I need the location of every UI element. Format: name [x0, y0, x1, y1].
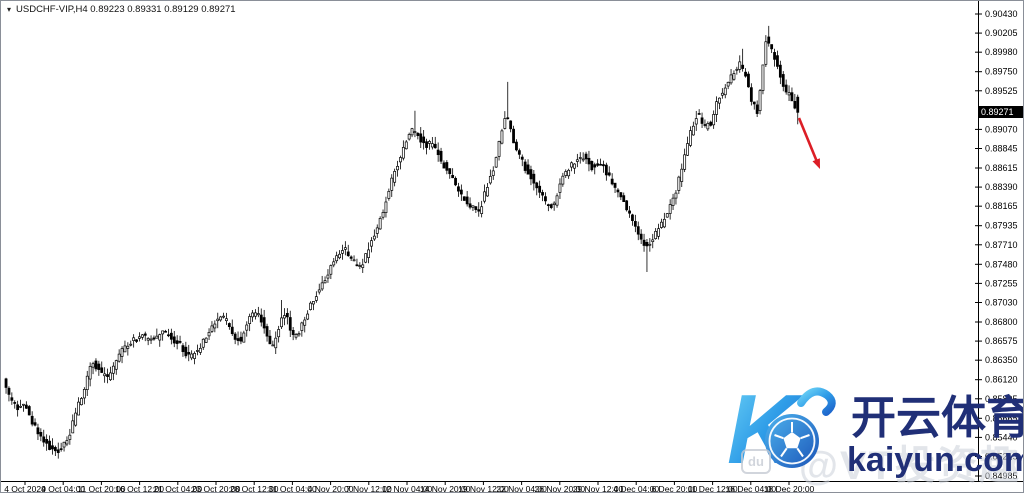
time-tick-label: 7 Nov 12:00 [346, 484, 392, 493]
current-price-value: 0.89271 [981, 107, 1014, 118]
chart-title: ▾ USDCHF-VIP,H4 0.89223 0.89331 0.89129 … [7, 4, 236, 15]
time-tick-label: 22 Nov 04:00 [496, 484, 547, 493]
price-tick-label: 0.89980 [985, 47, 1018, 57]
time-tick-label: 4 Nov 20:00 [308, 484, 354, 493]
price-tick-label: 0.85215 [985, 451, 1018, 461]
price-tick-label: 0.86800 [985, 317, 1018, 327]
time-tick-label: 4 Dec 04:00 [613, 484, 659, 493]
candles [4, 25, 800, 459]
price-tick-label: 0.87480 [985, 259, 1018, 269]
time-tick-label: 18 Dec 20:00 [764, 484, 815, 493]
price-tick-label: 0.89070 [985, 124, 1018, 134]
price-tick-label: 0.86350 [985, 355, 1018, 365]
time-tick-label: 23 Oct 20:00 [192, 484, 241, 493]
price-tick-label: 0.86120 [985, 375, 1018, 385]
time-tick-label: 14 Nov 20:00 [420, 484, 471, 493]
price-tick-label: 0.87710 [985, 240, 1018, 250]
time-tick-label: 29 Nov 12:00 [573, 484, 624, 493]
price-tick-label: 0.88165 [985, 201, 1018, 211]
time-tick-label: 26 Nov 20:00 [535, 484, 586, 493]
price-tick-label: 0.85440 [985, 432, 1018, 442]
price-tick-label: 0.89750 [985, 67, 1018, 77]
time-tick-label: 31 Oct 04:00 [268, 484, 317, 493]
time-tick-label: 12 Nov 04:00 [382, 484, 433, 493]
time-tick-label: 28 Oct 12:00 [230, 484, 279, 493]
price-tick-label: 0.88615 [985, 163, 1018, 173]
price-tick-label: 0.90205 [985, 28, 1018, 38]
symbol-ohlc-text: USDCHF-VIP,H4 0.89223 0.89331 0.89129 0.… [16, 4, 236, 15]
time-tick-label: 6 Dec 20:00 [651, 484, 697, 493]
time-tick-label: 9 Oct 04:00 [41, 484, 85, 493]
price-tick-label: 0.90430 [985, 9, 1018, 19]
price-tick-label: 0.84985 [985, 471, 1018, 481]
price-tick-label: 0.89525 [985, 86, 1018, 96]
current-price-flag: 0.89271 [978, 106, 1023, 119]
price-tick-label: 0.87935 [985, 221, 1018, 231]
time-tick-label: 11 Dec 12:00 [688, 484, 738, 493]
price-tick-label: 0.85665 [985, 413, 1018, 423]
time-tick-label: 16 Dec 04:00 [726, 484, 777, 493]
price-tick-label: 0.87030 [985, 297, 1018, 307]
time-tick-label: 16 Oct 12:00 [115, 484, 164, 493]
time-tick-label: 11 Oct 20:00 [77, 484, 125, 493]
price-tick-label: 0.87255 [985, 278, 1018, 288]
price-tick-label: 0.85895 [985, 394, 1018, 404]
time-tick-label: 4 Oct 2024 [4, 484, 46, 493]
symbol-marker-icon: ▾ [7, 4, 12, 14]
price-tick-label: 0.88845 [985, 143, 1018, 153]
price-tick-label: 0.86575 [985, 336, 1018, 346]
time-tick-label: 21 Oct 04:00 [153, 484, 202, 493]
price-tick-label: 0.88390 [985, 182, 1018, 192]
trend-arrow[interactable] [797, 117, 820, 169]
time-tick-label: 19 Nov 12:00 [458, 484, 509, 493]
